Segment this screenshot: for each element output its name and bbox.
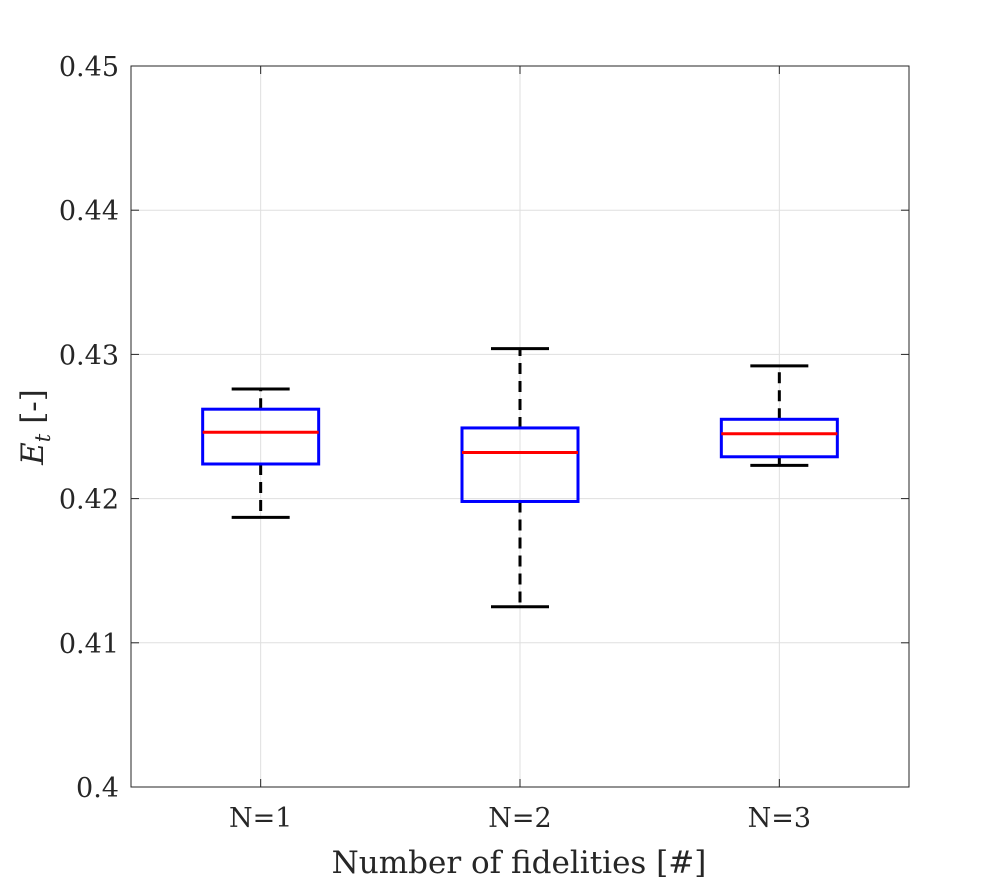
y-tick-label-0: 0.4	[76, 773, 119, 804]
y-tick-label-5: 0.45	[59, 52, 119, 83]
iqr-box	[719, 417, 839, 459]
y-axis-ticks: 0.4 0.41 0.42 0.43 0.44 0.45	[59, 52, 909, 804]
y-tick-label-4: 0.44	[59, 196, 119, 227]
y-tick-label-1: 0.41	[59, 629, 119, 660]
box-series	[201, 347, 839, 609]
y-tick-label-3: 0.43	[59, 340, 119, 371]
y-axis-label-subscript: t	[31, 433, 55, 442]
y-tick-label-2: 0.42	[59, 485, 119, 516]
iqr-box	[201, 407, 321, 466]
y-axis-label: Et [-]	[15, 389, 55, 466]
x-axis-label: Number of fidelities [#]	[332, 845, 707, 881]
x-tick-label-2: N=3	[748, 803, 811, 834]
x-tick-label-0: N=1	[229, 803, 292, 834]
y-axis-label-unit: [-]	[15, 389, 51, 424]
x-tick-label-1: N=2	[488, 803, 551, 834]
iqr-box	[460, 426, 580, 503]
box-group-N=2	[460, 347, 580, 609]
box-group-N=1	[201, 387, 321, 519]
y-axis-label-symbol: E	[15, 442, 51, 466]
x-axis-ticks: N=1 N=2 N=3	[229, 66, 811, 834]
box-group-N=3	[719, 364, 839, 467]
